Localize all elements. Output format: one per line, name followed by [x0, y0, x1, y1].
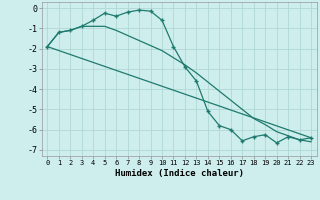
X-axis label: Humidex (Indice chaleur): Humidex (Indice chaleur) — [115, 169, 244, 178]
